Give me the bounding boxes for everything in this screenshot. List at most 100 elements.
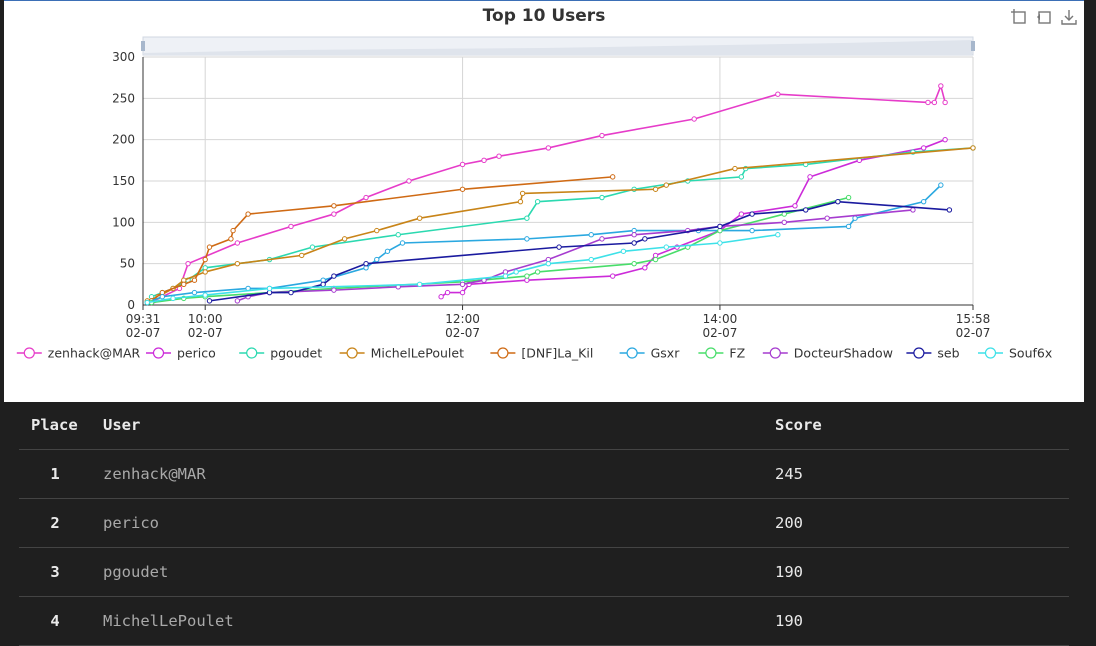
- legend-item[interactable]: perico: [146, 346, 216, 361]
- data-point: [416, 215, 423, 221]
- data-point: [942, 99, 948, 106]
- data-point: [524, 215, 530, 221]
- table-row: 1 zenhack@MAR 245: [19, 449, 1069, 499]
- user-cell: pgoudet: [91, 547, 763, 597]
- data-point: [202, 256, 208, 263]
- data-point: [144, 299, 150, 306]
- data-point: [341, 236, 348, 242]
- data-point: [717, 240, 723, 246]
- data-point: [374, 256, 380, 263]
- data-point: [438, 294, 444, 300]
- legend-label: Gsxr: [651, 346, 681, 361]
- place-cell: 1: [19, 449, 91, 499]
- data-point: [459, 186, 466, 192]
- legend-label: seb: [937, 346, 959, 361]
- x-tick-date-label: 02-07: [956, 326, 991, 340]
- series-seb: [206, 198, 953, 304]
- data-point: [331, 211, 337, 217]
- data-point: [588, 232, 594, 238]
- data-point: [620, 248, 627, 254]
- series-line: [209, 200, 950, 302]
- x-tick-date-label: 02-07: [445, 326, 480, 340]
- series-perico: [438, 136, 948, 300]
- legend-marker-icon: [913, 347, 925, 359]
- data-point: [925, 99, 931, 106]
- table-header-row: Place User Score: [19, 401, 1069, 450]
- data-point: [775, 232, 781, 238]
- legend-label: Souf6x: [1009, 346, 1052, 361]
- datazoom-handle-left[interactable]: [141, 41, 145, 51]
- legend-label: perico: [177, 346, 216, 361]
- y-tick-label: 50: [120, 257, 135, 271]
- place-cell: 2: [19, 498, 91, 548]
- user-header: User: [91, 401, 763, 450]
- data-point: [717, 223, 723, 230]
- legend-item[interactable]: pgoudet: [239, 346, 322, 361]
- datazoom-handle-right[interactable]: [971, 41, 975, 51]
- data-point: [395, 232, 401, 238]
- legend-label: pgoudet: [270, 346, 322, 361]
- legend-item[interactable]: Souf6x: [978, 346, 1052, 361]
- data-point: [299, 252, 305, 259]
- place-cell: 3: [19, 547, 91, 597]
- data-point: [749, 211, 755, 217]
- series-line: [147, 147, 974, 302]
- x-tick-label: 15:58: [956, 312, 991, 326]
- data-point: [970, 145, 976, 151]
- data-point: [191, 289, 198, 296]
- data-point: [524, 236, 530, 242]
- save-image-icon[interactable]: [1060, 8, 1078, 26]
- data-point: [738, 174, 745, 180]
- data-point: [920, 145, 927, 151]
- legend-label: DocteurShadow: [794, 346, 893, 361]
- y-tick-label: 100: [112, 215, 135, 229]
- legend-item[interactable]: MichelLePoulet: [339, 346, 464, 361]
- legend-item[interactable]: DocteurShadow: [762, 346, 893, 361]
- data-point: [496, 153, 502, 159]
- data-point: [234, 240, 241, 246]
- data-point: [749, 227, 755, 234]
- data-point: [309, 244, 316, 250]
- data-point: [206, 244, 213, 250]
- score-cell: 190: [763, 547, 1069, 597]
- legend-item[interactable]: seb: [906, 346, 960, 361]
- data-point: [399, 240, 406, 246]
- data-point: [459, 289, 466, 296]
- user-cell: zenhack@MAR: [91, 449, 763, 499]
- legend-item[interactable]: [DNF]La_Kil: [490, 346, 593, 361]
- legend-item[interactable]: zenhack@MAR: [16, 346, 141, 361]
- score-cell: 245: [763, 449, 1069, 499]
- legend-marker-icon: [626, 347, 638, 359]
- data-point: [631, 260, 637, 267]
- legend-marker-icon: [23, 347, 35, 359]
- data-point: [803, 207, 809, 213]
- zoom-reset-icon[interactable]: [1035, 8, 1053, 26]
- data-point: [781, 219, 787, 226]
- legend-marker-icon: [246, 347, 258, 359]
- series-line: [237, 209, 914, 302]
- data-point: [938, 182, 944, 188]
- data-point: [835, 198, 841, 205]
- data-point: [502, 273, 509, 279]
- data-point: [931, 99, 938, 106]
- data-point: [807, 174, 813, 180]
- data-point: [599, 132, 605, 139]
- data-point: [609, 174, 616, 180]
- legend-item[interactable]: FZ: [698, 346, 745, 361]
- data-point: [691, 116, 697, 122]
- data-point: [230, 227, 236, 234]
- x-tick-label: 14:00: [703, 312, 738, 326]
- data-point: [320, 281, 326, 288]
- data-point: [185, 260, 191, 267]
- data-point: [288, 289, 294, 296]
- data-point: [845, 223, 852, 230]
- data-point: [663, 182, 670, 188]
- x-tick-label: 09:31: [126, 312, 161, 326]
- series--dnf-la-kil: [148, 174, 616, 304]
- x-tick-label: 10:00: [188, 312, 223, 326]
- zoom-icon[interactable]: [1010, 8, 1028, 26]
- legend-item[interactable]: Gsxr: [619, 346, 681, 361]
- line-chart: Top 10 Users05010015020025030009:3102-07…: [16, 6, 1052, 361]
- series-line: [153, 83, 946, 302]
- data-point: [481, 157, 487, 164]
